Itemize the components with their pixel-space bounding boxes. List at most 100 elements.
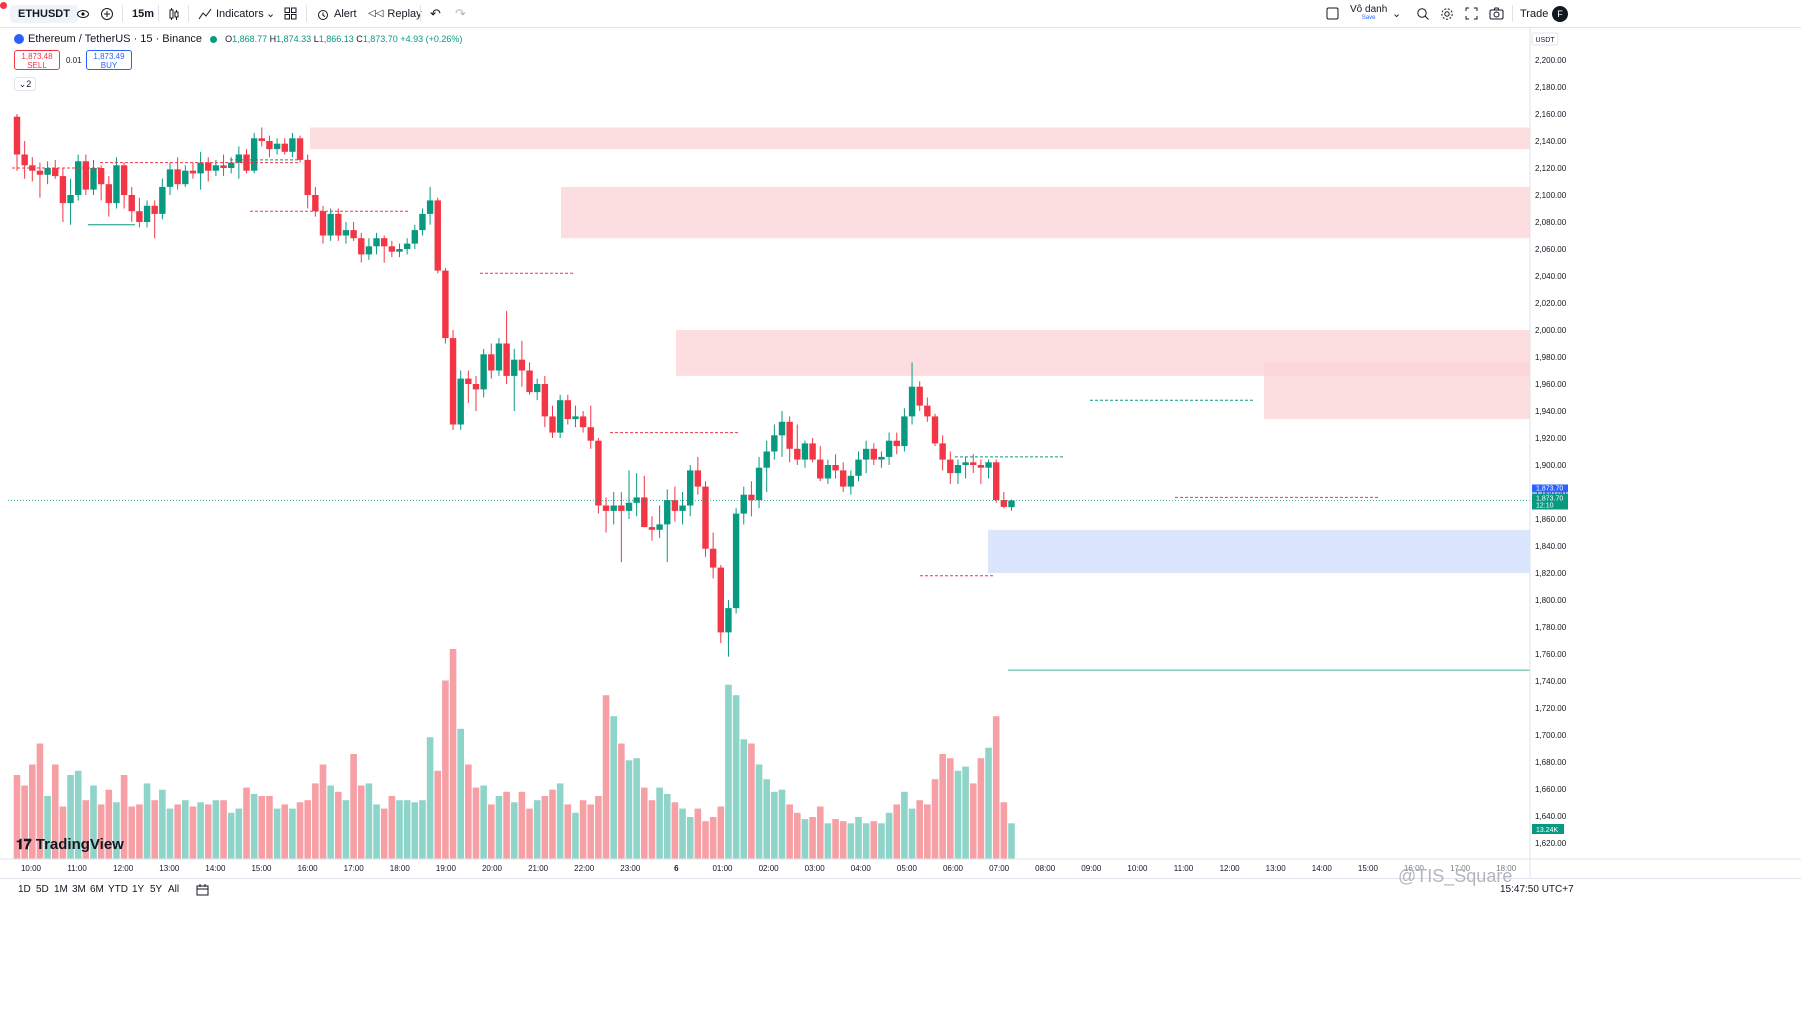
price-tick-label: 1,900.00 <box>1535 461 1567 470</box>
fullscreen-icon[interactable] <box>1465 0 1478 27</box>
quantity-value[interactable]: 0.01 <box>66 56 82 65</box>
candle-body <box>916 386 923 406</box>
candle-body <box>572 416 579 420</box>
profile-avatar[interactable]: F <box>1552 0 1568 27</box>
candle <box>243 149 250 174</box>
redo-icon[interactable]: ↷ <box>455 5 466 21</box>
range-button-ytd[interactable]: YTD <box>108 884 128 895</box>
range-button-5y[interactable]: 5Y <box>150 884 163 895</box>
candle <box>44 161 51 185</box>
candle <box>327 208 334 241</box>
range-button-1d[interactable]: 1D <box>18 884 31 895</box>
notification-dot[interactable] <box>0 0 7 27</box>
candle-body <box>610 505 617 511</box>
last-price-tag-blue <box>1532 484 1568 493</box>
time-tick-label: 14:00 <box>1312 864 1333 873</box>
templates-grid-icon[interactable] <box>284 0 297 27</box>
range-button-1m[interactable]: 1M <box>54 884 68 895</box>
volume-bar <box>312 783 319 859</box>
symbol-search-button[interactable]: ETHUSDT <box>10 0 78 27</box>
range-button-5d[interactable]: 5D <box>36 884 49 895</box>
clock-timezone[interactable]: 15:47:50 UTC+7 <box>1500 884 1574 895</box>
candle <box>564 394 571 425</box>
candle-body <box>235 154 243 163</box>
indicator-collapse-button[interactable]: ⌄2 <box>14 77 36 91</box>
price-tick-label: 1,680.00 <box>1535 758 1567 767</box>
candle-body <box>327 213 334 236</box>
candle-type-icon[interactable] <box>167 0 181 27</box>
range-button-3m[interactable]: 3M <box>72 884 86 895</box>
interval-button[interactable]: 15m <box>132 7 155 20</box>
candle-body <box>212 165 220 171</box>
candle-body <box>411 230 418 244</box>
range-button-6m[interactable]: 6M <box>90 884 104 895</box>
layout-name-button[interactable]: Vô danh Save <box>1350 0 1387 27</box>
quick-search-icon[interactable] <box>1416 0 1430 27</box>
candle <box>924 397 931 422</box>
candle-body <box>1008 500 1015 508</box>
alert-label: Alert <box>334 7 357 20</box>
volume-bar <box>166 808 174 859</box>
candle-body <box>75 161 82 195</box>
candle <box>702 481 709 557</box>
buy-button[interactable]: 1,873.49 BUY <box>86 50 132 70</box>
sell-button[interactable]: 1,873.48 SELL <box>14 50 60 70</box>
price-tick-label: 2,200.00 <box>1535 56 1567 65</box>
candle <box>189 162 197 179</box>
candle-body <box>472 384 480 390</box>
supply-zone <box>561 186 1530 239</box>
range-button-1y[interactable]: 1Y <box>132 884 145 895</box>
range-button-all[interactable]: All <box>168 884 180 895</box>
watch-icon[interactable] <box>76 0 90 27</box>
volume-bar <box>786 804 793 859</box>
compare-add-icon[interactable] <box>100 0 114 27</box>
symbol-label: ETHUSDT <box>10 4 78 23</box>
volume-bar <box>977 758 985 859</box>
undo-icon[interactable]: ↶ <box>430 5 441 21</box>
price-chart[interactable]: USDT 2,200.00 2,180.00 2,160.00 2,140.00 2,12… <box>0 0 1801 878</box>
candle-body <box>166 169 174 187</box>
candle-body <box>319 211 327 236</box>
volume-bar <box>564 804 572 859</box>
candle <box>335 208 342 241</box>
layout-chevron-down-icon[interactable]: ⌄ <box>1392 8 1402 20</box>
candle <box>893 432 900 455</box>
fullscreen-toggle-icon[interactable] <box>1326 0 1339 27</box>
price-tick-label: 2,000.00 <box>1535 326 1567 335</box>
trade-button[interactable]: Trade <box>1520 7 1549 20</box>
price-tick-label: 1,880.00 <box>1535 488 1567 497</box>
date-range-calendar-icon[interactable] <box>196 884 209 899</box>
volume-bar <box>281 804 289 859</box>
camera-snapshot-icon[interactable] <box>1489 0 1504 27</box>
price-tick-label: 1,800.00 <box>1535 596 1567 605</box>
alert-button[interactable]: Alert <box>316 0 357 27</box>
candle <box>610 492 617 525</box>
candle <box>901 408 908 452</box>
rewind-icon: ◁◁ <box>368 8 384 19</box>
indicators-button[interactable]: Indicators <box>198 0 264 27</box>
volume-bar <box>855 817 862 859</box>
candle-body <box>36 170 44 175</box>
candle-body <box>970 462 977 465</box>
volume-bar <box>839 821 847 859</box>
candle-body <box>817 459 824 479</box>
time-tick-label: 11:00 <box>1174 864 1194 873</box>
chevron-down-icon[interactable]: ⌄ <box>266 8 276 20</box>
volume-bar <box>396 800 403 859</box>
legend-title[interactable]: Ethereum / TetherUS · 15 · Binance <box>28 33 203 45</box>
price-tick-label: 1,820.00 <box>1535 569 1567 578</box>
candle-body <box>205 162 212 171</box>
candle <box>648 516 656 541</box>
replay-button[interactable]: ◁◁ Replay <box>368 0 422 27</box>
candle-body <box>97 168 105 185</box>
volume-bar <box>663 793 671 859</box>
settings-gear-icon[interactable] <box>1440 0 1454 27</box>
candle <box>725 600 732 657</box>
volume-bar <box>862 823 870 859</box>
volume-bar <box>182 800 189 859</box>
volume-bar <box>656 787 663 859</box>
time-tick-label: 19:00 <box>436 864 457 873</box>
replay-label: Replay <box>387 7 422 20</box>
time-tick-label: 10:00 <box>21 864 42 873</box>
candle <box>878 451 885 468</box>
